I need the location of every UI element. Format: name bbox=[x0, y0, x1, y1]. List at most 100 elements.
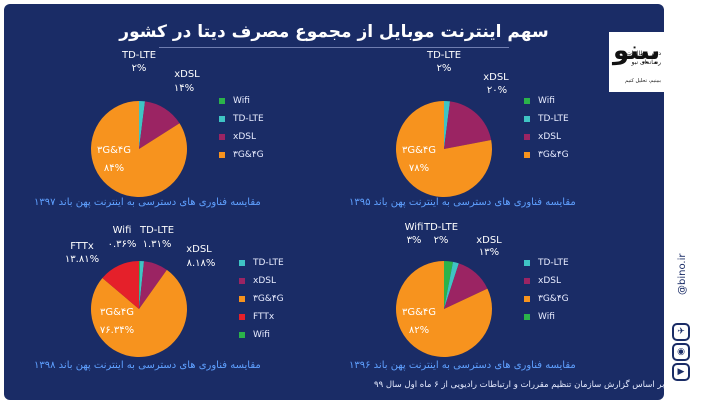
legend-item: xDSL bbox=[219, 132, 256, 142]
data-label: ۷۸% bbox=[409, 163, 429, 174]
legend-item: ۳G&۴G bbox=[239, 294, 284, 304]
pie-slice-gg bbox=[396, 261, 492, 358]
pie-slice-gg bbox=[91, 101, 188, 197]
legend-swatch bbox=[219, 151, 225, 158]
legend-swatch bbox=[524, 313, 530, 320]
legend-item: Wifi bbox=[219, 96, 250, 106]
logo-tagline: ببینیم، تحلیل کنیم bbox=[625, 78, 661, 84]
legend-swatch bbox=[239, 295, 245, 302]
legend-item: FTTx bbox=[239, 312, 274, 322]
pie-slice-xdsl bbox=[444, 263, 488, 309]
legend-label: ۳G&۴G bbox=[538, 294, 569, 304]
legend-swatch bbox=[219, 97, 225, 104]
slice-name-label: TD-LTE bbox=[139, 225, 174, 236]
pie-slice-xdsl bbox=[444, 101, 492, 149]
aparat-icon[interactable]: ▶ bbox=[672, 363, 690, 381]
legend-label: TD-LTE bbox=[233, 114, 264, 124]
pie-slice-wifi bbox=[139, 261, 141, 309]
legend-swatch bbox=[524, 295, 530, 302]
pie-1396-svg: ۳% Wifi ۲% TD-LTE ۱۳%xDSL ۸۲% ۳G&۴G bbox=[396, 222, 502, 358]
slice-name-label: TD-LTE bbox=[426, 50, 461, 61]
logo-wordmark: بینو bbox=[613, 36, 661, 66]
legend-swatch bbox=[239, 259, 245, 266]
legend-item: ۳G&۴G bbox=[219, 150, 264, 160]
pie-slice-xdsl bbox=[139, 261, 167, 309]
slice-name-label: ۳G&۴G bbox=[402, 307, 436, 318]
data-label: ۲% bbox=[132, 63, 147, 74]
slice-name-label: TD-LTE bbox=[423, 222, 458, 233]
data-label: ۲۰% bbox=[487, 85, 507, 96]
data-label: ۱۳% bbox=[479, 247, 499, 258]
slice-name-label: FTTx bbox=[70, 241, 94, 252]
legend-label: FTTx bbox=[253, 312, 275, 322]
legend-item: Wifi bbox=[524, 312, 555, 322]
pie-chart-1397: ۲% TD-LTE ۱۴% xDSL ۸۴% ۳G&۴G bbox=[4, 4, 664, 400]
pie-chart-1398: ۰.۳۶% Wifi ۱.۳۱% TD-LTE ۸.۱۸% xDSL ۷۶.۳۴% ۳G&۴G… bbox=[4, 4, 664, 400]
legend-swatch bbox=[524, 151, 530, 158]
data-label: ۰.۳۶% bbox=[108, 239, 137, 250]
data-label: ۲% bbox=[434, 235, 449, 246]
pie-slice-tdlte bbox=[444, 261, 459, 309]
legend-swatch bbox=[219, 115, 225, 122]
legend-label: TD-LTE bbox=[538, 114, 569, 124]
legend-item: Wifi bbox=[524, 96, 555, 106]
logo-subtitle: رسانه‌ای نبو bbox=[631, 59, 662, 66]
legend-item: xDSL bbox=[524, 276, 561, 286]
legend-label: xDSL bbox=[538, 132, 561, 142]
legend-swatch bbox=[524, 97, 530, 104]
pie-slice-gg bbox=[91, 269, 187, 357]
data-label: ۸.۱۸% bbox=[187, 258, 216, 269]
slice-name-label: xDSL bbox=[483, 72, 509, 83]
caption-1396: مقایسه فناوری های دسترسی به اینترنت پهن … bbox=[349, 360, 576, 371]
legend-item: xDSL bbox=[524, 132, 561, 142]
instagram-icon[interactable]: ◉ bbox=[672, 343, 690, 361]
slice-name-label: xDSL bbox=[476, 235, 502, 246]
legend-label: Wifi bbox=[233, 96, 250, 106]
legend-item: ۳G&۴G bbox=[524, 294, 569, 304]
legend-label: xDSL bbox=[538, 276, 561, 286]
legend-item: TD-LTE bbox=[239, 258, 284, 268]
legend-label: Wifi bbox=[253, 330, 270, 340]
pie-chart-1395: ۲% TD-LTE ۲۰% xDSL ۷۸% ۳G&۴G bbox=[4, 4, 664, 400]
pie-1395-svg: ۲% TD-LTE ۲۰% xDSL ۷۸% ۳G&۴G bbox=[396, 50, 509, 197]
pie-slice-tdlte bbox=[139, 101, 146, 149]
pie-1397-svg: ۲% TD-LTE ۱۴% xDSL ۸۴% ۳G&۴G bbox=[91, 50, 200, 197]
legend-label: TD-LTE bbox=[253, 258, 284, 268]
data-label: ۱۴% bbox=[174, 83, 194, 94]
website-url[interactable]: @bino.ir bbox=[677, 253, 688, 295]
caption-1395: مقایسه فناوری های دسترسی به اینترنت پهن … bbox=[349, 197, 576, 208]
slice-name-label: Wifi bbox=[113, 225, 132, 236]
legend-label: Wifi bbox=[538, 312, 555, 322]
legend-swatch bbox=[219, 133, 225, 140]
data-label: ۷۶.۳۴% bbox=[100, 325, 134, 336]
pie-slice-fttx bbox=[102, 261, 139, 309]
caption-1398: مقایسه فناوری های دسترسی به اینترنت پهن … bbox=[34, 360, 261, 371]
pie-slice-xdsl bbox=[139, 101, 180, 149]
telegram-icon[interactable]: ✈ bbox=[672, 323, 690, 341]
data-label: ۱.۳۱% bbox=[143, 239, 172, 250]
slice-name-label: Wifi bbox=[405, 222, 424, 233]
legend-swatch bbox=[524, 115, 530, 122]
legend-label: TD-LTE bbox=[538, 258, 569, 268]
legend-label: Wifi bbox=[538, 96, 555, 106]
pie-1398-svg: ۰.۳۶% Wifi ۱.۳۱% TD-LTE ۸.۱۸% xDSL ۷۶.۳۴% ۳G&۴G… bbox=[65, 225, 216, 357]
data-label: ۱۳.۸۱% bbox=[65, 254, 99, 265]
caption-1397: مقایسه فناوری های دسترسی به اینترنت پهن … bbox=[34, 197, 261, 208]
social-sidebar bbox=[664, 4, 701, 400]
slice-name-label: ۳G&۴G bbox=[97, 145, 131, 156]
pie-slice-tdlte bbox=[139, 261, 145, 309]
slice-name-label: xDSL bbox=[186, 244, 212, 255]
page-title: سهم اینترنت موبایل از مجموع مصرف دیتا در… bbox=[119, 22, 549, 42]
infographic-panel: سهم اینترنت موبایل از مجموع مصرف دیتا در… bbox=[4, 4, 664, 400]
legend-label: ۳G&۴G bbox=[233, 150, 264, 160]
slice-name-label: ۳G&۴G bbox=[402, 145, 436, 156]
pie-slice-gg bbox=[396, 101, 492, 197]
legend-swatch bbox=[524, 259, 530, 266]
logo-subtitle: دفتر مطالعات bbox=[626, 50, 661, 57]
legend-swatch bbox=[239, 277, 245, 284]
legend-swatch bbox=[239, 331, 245, 338]
slice-name-label: xDSL bbox=[174, 69, 200, 80]
slice-name-label: ۳G&۴G bbox=[100, 307, 134, 318]
data-label: ۳% bbox=[407, 235, 422, 246]
pie-slice-tdlte bbox=[444, 101, 451, 149]
